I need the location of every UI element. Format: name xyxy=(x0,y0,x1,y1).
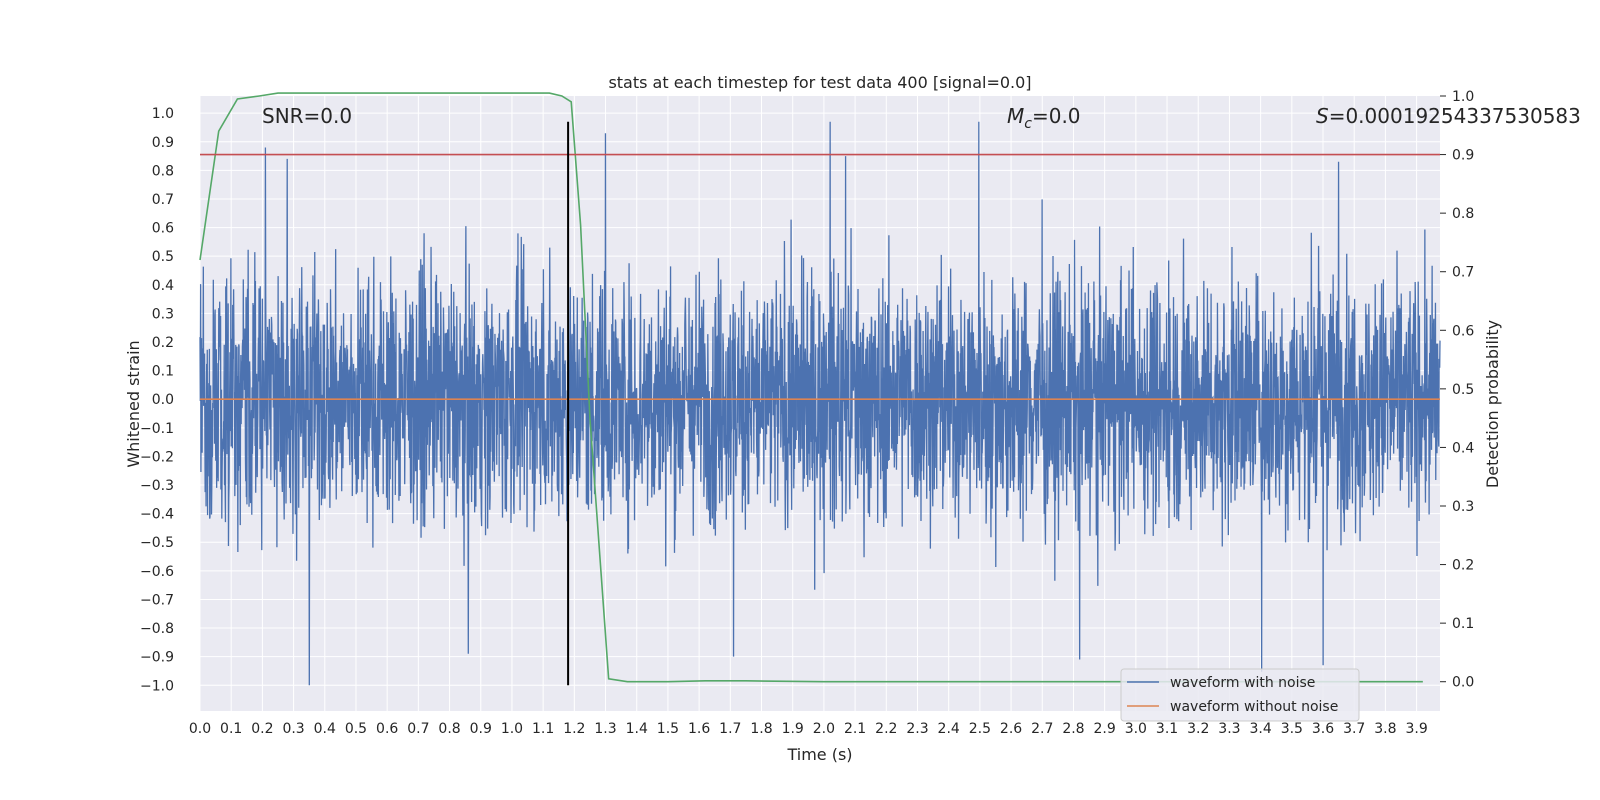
x-tick-label-23: 2.3 xyxy=(906,721,928,737)
x-tick-label-8: 0.8 xyxy=(438,721,460,737)
y-left-tick-label-13: −0.3 xyxy=(140,478,174,494)
x-tick-label-32: 3.2 xyxy=(1187,721,1209,737)
y-right-tick-label-5: 0.5 xyxy=(1452,382,1474,398)
y-left-tick-label-15: −0.5 xyxy=(140,535,174,551)
x-tick-label-0: 0.0 xyxy=(189,721,211,737)
x-tick-label-33: 3.3 xyxy=(1218,721,1240,737)
x-tick-label-35: 3.5 xyxy=(1281,721,1303,737)
legend-label-with-noise: waveform with noise xyxy=(1170,675,1315,691)
y-left-tick-label-12: −0.2 xyxy=(140,449,174,465)
y-right-tick-label-7: 0.3 xyxy=(1452,499,1474,515)
x-axis-ticks: 0.0 0.1 0.2 0.3 0.4 0.5 0.6 0.7 0.8 0.9 1.0 1.1 1.2 1… xyxy=(189,721,1428,737)
x-tick-label-9: 0.9 xyxy=(470,721,492,737)
x-tick-label-11: 1.1 xyxy=(532,721,554,737)
x-tick-label-7: 0.7 xyxy=(407,721,429,737)
y-axis-right-ticks: 1.0 0.9 0.8 0.7 0.6 0.5 0.4 0.3 0.2 0.1 0.0 xyxy=(1440,89,1474,691)
x-tick-label-2: 0.2 xyxy=(251,721,273,737)
waveform-with-noise-line xyxy=(199,121,1441,686)
x-tick-label-27: 2.7 xyxy=(1031,721,1053,737)
x-tick-label-4: 0.4 xyxy=(314,721,336,737)
s-symbol: S xyxy=(1316,104,1329,128)
y-left-tick-label-17: −0.7 xyxy=(140,592,174,608)
x-tick-label-20: 2.0 xyxy=(813,721,835,737)
chirp-mass-symbol: M xyxy=(1007,104,1024,128)
x-tick-label-10: 1.0 xyxy=(501,721,523,737)
x-tick-label-25: 2.5 xyxy=(969,721,991,737)
y-left-tick-label-3: 0.7 xyxy=(152,192,174,208)
x-tick-label-34: 3.4 xyxy=(1249,721,1271,737)
x-tick-label-6: 0.6 xyxy=(376,721,398,737)
chart-title: stats at each timestep for test data 400… xyxy=(608,73,1031,92)
x-tick-label-5: 0.5 xyxy=(345,721,367,737)
y-right-tick-label-0: 1.0 xyxy=(1452,89,1474,105)
s-value: =0.00019254337530583 xyxy=(1329,104,1581,128)
y-right-tick-label-6: 0.4 xyxy=(1452,440,1474,456)
series-waveform-with-noise xyxy=(199,121,1441,686)
x-tick-label-18: 1.8 xyxy=(750,721,772,737)
x-tick-label-38: 3.8 xyxy=(1374,721,1396,737)
snr-annotation: SNR=0.0 xyxy=(262,104,352,128)
x-tick-label-15: 1.5 xyxy=(657,721,679,737)
y-left-tick-label-6: 0.4 xyxy=(152,278,174,294)
x-tick-label-37: 3.7 xyxy=(1343,721,1365,737)
x-tick-label-24: 2.4 xyxy=(938,721,960,737)
y-axis-left-ticks: 1.0 0.9 0.8 0.7 0.6 0.5 0.4 0.3 0.2 0.1 0.0 −0.1 −0.… xyxy=(140,106,174,694)
x-tick-label-13: 1.3 xyxy=(594,721,616,737)
chirp-mass-value: =0.0 xyxy=(1032,104,1081,128)
y-axis-right-label: Detection probability xyxy=(1483,320,1502,488)
y-left-tick-label-16: −0.6 xyxy=(140,564,174,580)
y-left-tick-label-11: −0.1 xyxy=(140,421,174,437)
y-left-tick-label-19: −0.9 xyxy=(140,650,174,666)
y-left-tick-label-1: 0.9 xyxy=(152,135,174,151)
legend: waveform with noise waveform without noi… xyxy=(1120,668,1360,722)
y-left-tick-label-5: 0.5 xyxy=(152,249,174,265)
x-tick-label-30: 3.0 xyxy=(1125,721,1147,737)
y-axis-left-label: Whitened strain xyxy=(124,340,143,467)
s-annotation: S=0.00019254337530583 xyxy=(1316,104,1581,128)
x-tick-label-28: 2.8 xyxy=(1062,721,1084,737)
legend-label-without-noise: waveform without noise xyxy=(1170,699,1338,715)
y-right-tick-label-10: 0.0 xyxy=(1452,675,1474,691)
y-left-tick-label-2: 0.8 xyxy=(152,163,174,179)
y-right-tick-label-1: 0.9 xyxy=(1452,148,1474,164)
legend-box xyxy=(1120,668,1360,722)
x-tick-label-12: 1.2 xyxy=(563,721,585,737)
y-right-tick-label-2: 0.8 xyxy=(1452,206,1474,222)
chirp-mass-annotation: Mc=0.0 xyxy=(1007,104,1081,132)
y-left-tick-label-20: −1.0 xyxy=(140,678,174,694)
x-tick-label-26: 2.6 xyxy=(1000,721,1022,737)
x-tick-label-19: 1.9 xyxy=(782,721,804,737)
y-left-tick-label-9: 0.1 xyxy=(152,364,174,380)
y-left-tick-label-10: 0.0 xyxy=(152,392,174,408)
x-tick-label-17: 1.7 xyxy=(719,721,741,737)
x-axis-label: Time (s) xyxy=(786,745,852,764)
x-tick-label-3: 0.3 xyxy=(282,721,304,737)
y-left-tick-label-14: −0.4 xyxy=(140,507,174,523)
x-tick-label-16: 1.6 xyxy=(688,721,710,737)
x-tick-label-22: 2.2 xyxy=(875,721,897,737)
x-tick-label-1: 0.1 xyxy=(220,721,242,737)
y-left-tick-label-8: 0.2 xyxy=(152,335,174,351)
x-tick-label-31: 3.1 xyxy=(1156,721,1178,737)
y-left-tick-label-18: −0.8 xyxy=(140,621,174,637)
x-tick-label-39: 3.9 xyxy=(1405,721,1427,737)
y-right-tick-label-9: 0.1 xyxy=(1452,616,1474,632)
x-tick-label-36: 3.6 xyxy=(1312,721,1334,737)
y-left-tick-label-7: 0.3 xyxy=(152,306,174,322)
x-tick-label-14: 1.4 xyxy=(626,721,648,737)
y-right-tick-label-4: 0.6 xyxy=(1452,323,1474,339)
y-left-tick-label-0: 1.0 xyxy=(152,106,174,122)
detection-probability-line xyxy=(199,92,1423,683)
overlay-series xyxy=(199,92,1440,686)
chirp-mass-subscript: c xyxy=(1024,116,1032,132)
y-left-tick-label-4: 0.6 xyxy=(152,221,174,237)
y-right-tick-label-3: 0.7 xyxy=(1452,265,1474,281)
x-tick-label-29: 2.9 xyxy=(1094,721,1116,737)
y-right-tick-label-8: 0.2 xyxy=(1452,558,1474,574)
x-tick-label-21: 2.1 xyxy=(844,721,866,737)
